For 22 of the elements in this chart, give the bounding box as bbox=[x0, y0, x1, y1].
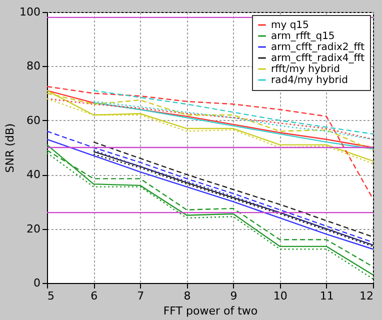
y-tick-label: 60 bbox=[26, 114, 40, 127]
legend-label: my q15 bbox=[271, 20, 309, 31]
x-tick-label: 10 bbox=[273, 290, 288, 302]
legend-label: arm_cfft_radix4_fft bbox=[271, 53, 365, 64]
y-tick-label: 40 bbox=[26, 168, 40, 182]
x-axis-title: FFT power of two bbox=[163, 304, 258, 318]
y-tick-label: 80 bbox=[26, 60, 40, 73]
x-tick-label: 5 bbox=[48, 290, 54, 302]
x-tick-label: 6 bbox=[90, 290, 98, 302]
y-tick-label: 100 bbox=[20, 6, 40, 18]
x-tick-label: 9 bbox=[230, 290, 238, 302]
y-tick-label: 0 bbox=[34, 276, 40, 290]
x-tick-label: 8 bbox=[184, 290, 191, 302]
legend-label: arm_rfft_q15 bbox=[271, 31, 335, 42]
legend-label: rad4/my hybrid bbox=[271, 75, 348, 86]
x-tick-label: 7 bbox=[137, 290, 144, 302]
y-axis-title: SNR (dB) bbox=[4, 123, 17, 173]
legend-label: rfft/my hybrid bbox=[271, 64, 340, 75]
y-tick-label: 20 bbox=[26, 222, 40, 236]
x-tick-label: 12 bbox=[360, 290, 374, 302]
x-tick-label: 11 bbox=[320, 290, 334, 302]
legend-label: arm_cfft_radix2_fft bbox=[271, 42, 365, 53]
